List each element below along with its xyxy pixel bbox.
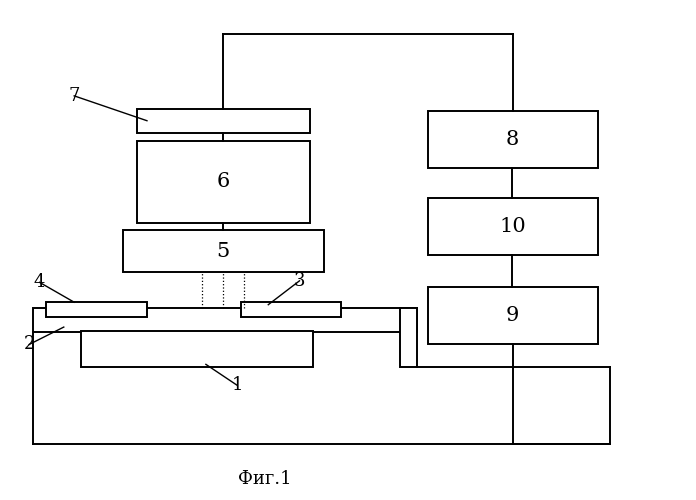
Text: 6: 6 <box>216 172 230 191</box>
Bar <box>47 302 147 317</box>
Bar <box>428 111 598 168</box>
Text: 1: 1 <box>231 376 243 394</box>
Bar <box>122 230 324 272</box>
Text: 9: 9 <box>506 306 519 326</box>
Bar <box>241 302 341 317</box>
Text: 3: 3 <box>294 272 306 290</box>
Bar <box>33 308 418 332</box>
Text: 4: 4 <box>34 274 45 291</box>
Text: 10: 10 <box>499 217 526 236</box>
Bar <box>400 308 418 367</box>
Text: Фиг.1: Фиг.1 <box>238 470 292 488</box>
Text: 7: 7 <box>68 87 80 105</box>
Text: 5: 5 <box>216 242 230 260</box>
Bar <box>136 140 310 222</box>
Text: 2: 2 <box>24 336 35 353</box>
Bar <box>136 110 310 133</box>
Text: 8: 8 <box>506 130 519 149</box>
Bar <box>428 288 598 344</box>
Bar <box>81 331 313 367</box>
Bar <box>428 198 598 255</box>
